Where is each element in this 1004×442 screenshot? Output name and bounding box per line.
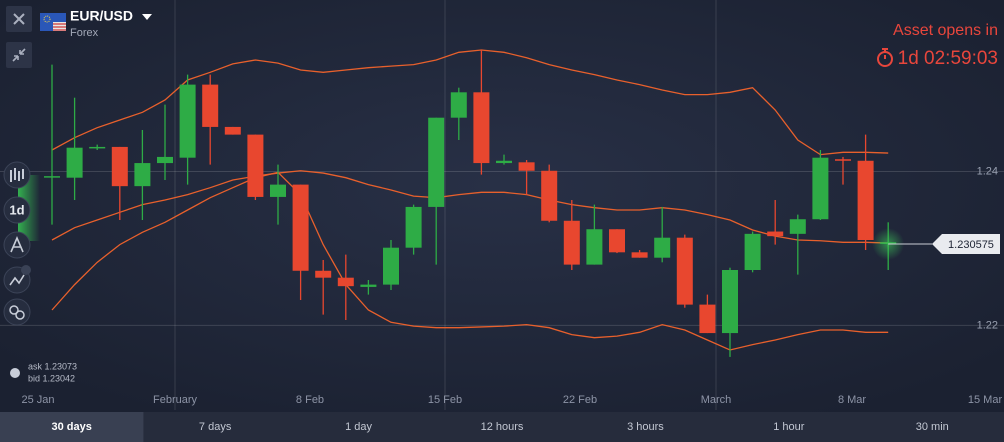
- countdown-title: Asset opens in: [893, 22, 998, 39]
- candle-body: [179, 84, 196, 158]
- candle-body: [586, 229, 603, 265]
- band-lower: [51, 171, 889, 351]
- help-icon[interactable]: [10, 368, 20, 378]
- timeframe-bar: [0, 412, 1004, 442]
- x-tick-label: February: [153, 394, 198, 406]
- candle-body: [202, 84, 219, 127]
- countdown: 1d 02:59:03: [898, 48, 998, 69]
- settings-icon: [9, 305, 19, 315]
- asset-market: Forex: [70, 27, 99, 39]
- candle-body: [676, 237, 693, 305]
- candle-body: [609, 229, 625, 253]
- drawing-button[interactable]: [3, 231, 31, 259]
- candle-body: [383, 247, 399, 285]
- candle-body: [812, 157, 829, 220]
- tab-label[interactable]: 1 hour: [773, 421, 805, 433]
- bid-quote: bid 1.23042: [28, 373, 75, 383]
- timeframe-tabs: 30 days 7 days 1 day 12 hours 3 hours 1 hour 3…: [0, 412, 949, 442]
- candle-body: [428, 117, 445, 207]
- candle-body: [292, 184, 309, 271]
- timeframe-label: 1d: [9, 202, 24, 217]
- candle-body: [157, 156, 173, 164]
- candle-body: [270, 184, 286, 197]
- candle-body: [473, 92, 490, 164]
- candle-body: [767, 231, 784, 237]
- drawing-icon: [10, 235, 24, 253]
- candle-body: [224, 126, 241, 135]
- x-tick-label: 8 Mar: [838, 394, 866, 406]
- candle-body: [315, 270, 332, 278]
- y-tick-label: 1.24: [977, 165, 998, 177]
- candle-body: [247, 134, 264, 197]
- last-price-label: 1.230575: [948, 239, 994, 251]
- x-tick-label: 22 Feb: [563, 394, 597, 406]
- candle-body: [337, 277, 354, 287]
- candle-body: [789, 219, 806, 234]
- asset-symbol[interactable]: EUR/USD: [70, 8, 133, 24]
- timeframe-button[interactable]: [3, 196, 31, 224]
- candle-body: [563, 220, 580, 265]
- ask-quote: ask 1.23073: [28, 361, 77, 371]
- candle-body: [44, 176, 60, 178]
- candle-body: [66, 147, 83, 178]
- candle-body: [744, 233, 761, 270]
- candle-body: [134, 163, 151, 187]
- chart-type-button[interactable]: [3, 161, 31, 189]
- band-middle: [51, 170, 889, 244]
- stopwatch-icon: [877, 48, 893, 67]
- candle-body: [722, 270, 738, 334]
- plot: 1.24 1.22 25 Jan February 8 Feb 15 Feb 22 Feb M…: [0, 0, 1004, 410]
- chart-type-icon: [10, 168, 24, 182]
- candle-body: [496, 160, 512, 164]
- candle-body: [541, 170, 558, 221]
- candle-body: [89, 146, 106, 149]
- candle-body: [857, 160, 874, 240]
- settings-icon: [15, 310, 25, 320]
- active-tab[interactable]: [0, 412, 144, 442]
- band-upper: [51, 49, 889, 156]
- candle-body: [699, 304, 716, 334]
- candle-body: [518, 162, 535, 171]
- tab-label[interactable]: 12 hours: [481, 421, 524, 433]
- candle-body: [654, 237, 671, 258]
- asset-dropdown[interactable]: [142, 14, 152, 20]
- x-tick-label: 8 Feb: [296, 394, 324, 406]
- indicators-icon: [9, 274, 25, 286]
- x-tick-label: 15 Feb: [428, 394, 462, 406]
- x-tick-label: 25 Jan: [21, 394, 54, 406]
- y-tick-label: 1.22: [977, 319, 998, 331]
- x-tick-label: 15 Mar: [968, 394, 1003, 406]
- candle-body: [405, 206, 422, 248]
- tab-label[interactable]: 3 hours: [627, 421, 664, 433]
- candle-body: [835, 159, 851, 161]
- collapse-icon: [12, 48, 26, 62]
- flag: [40, 13, 66, 31]
- indicator-badge: [21, 265, 31, 275]
- chart-background: [0, 0, 1004, 412]
- collapse-button[interactable]: [6, 42, 32, 68]
- last-price-tag: [932, 234, 1000, 255]
- tab-label[interactable]: 7 days: [199, 421, 232, 433]
- close-icon: [13, 13, 25, 25]
- tab-label[interactable]: 30 min: [916, 421, 949, 433]
- x-tick-label: March: [701, 394, 732, 406]
- candle-body: [360, 284, 377, 287]
- candle-body: [631, 252, 648, 258]
- candle-body: [111, 146, 128, 187]
- tab-label[interactable]: 1 day: [345, 421, 372, 433]
- tab-label[interactable]: 30 days: [52, 421, 92, 433]
- candle-body: [450, 92, 467, 118]
